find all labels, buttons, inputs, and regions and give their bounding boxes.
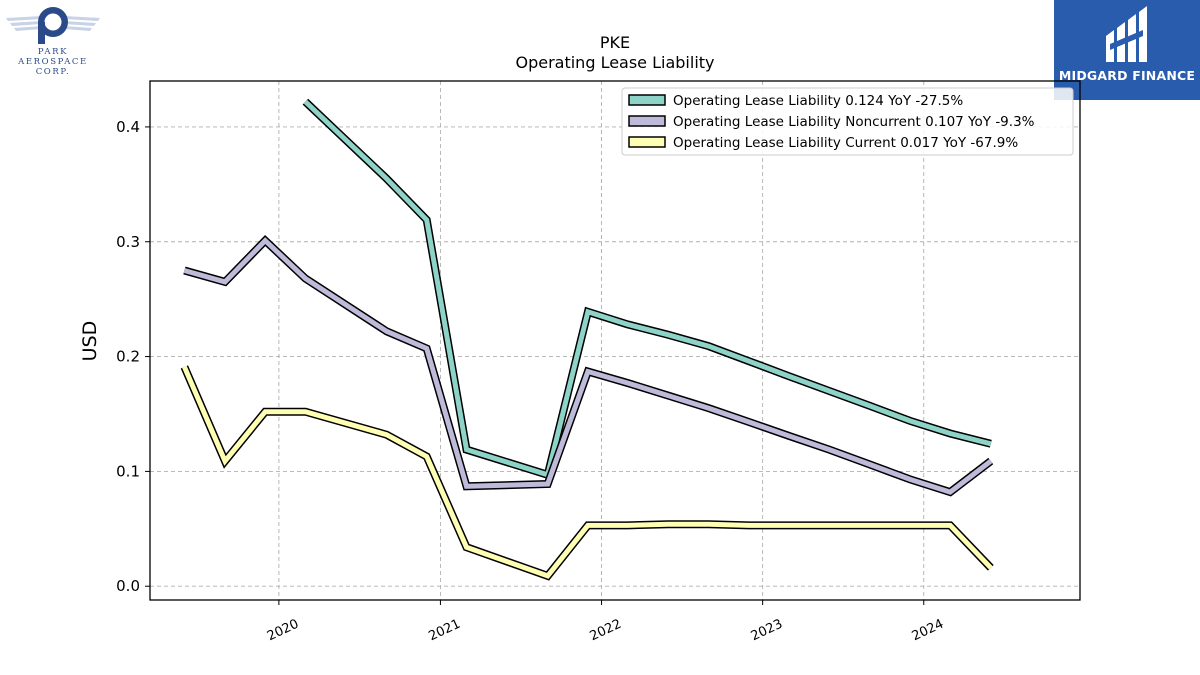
x-tick-label: 2022 [588,617,624,645]
legend-item: Operating Lease Liability 0.124 YoY -27.… [628,93,963,109]
chart-title: PKE [600,33,630,52]
park-aerospace-logo: PARK AEROSPACE CORP. [2,2,104,78]
y-axis-ticks: 0.0 0.1 0.2 0.3 0.4 [116,118,150,595]
series-outline [302,98,992,480]
svg-text:AEROSPACE: AEROSPACE [17,57,88,67]
x-tick-label: 2020 [265,617,301,645]
midgard-finance-name: MIDGARD FINANCE [1058,68,1196,83]
y-axis-label: USD [79,321,101,362]
series-line [183,237,993,495]
chart-subtitle: Operating Lease Liability [515,53,714,72]
series-operating-lease-liability [302,98,992,480]
y-tick-label: 0.1 [116,462,140,480]
midgard-finance-logo: MIDGARD FINANCE [1054,0,1200,100]
y-tick-label: 0.4 [116,118,140,136]
grid [150,81,1080,600]
legend-label: Operating Lease Liability 0.124 YoY -27.… [673,93,963,109]
y-tick-label: 0.2 [116,348,140,366]
plot-frame [149,80,1081,601]
midgard-emblem-icon [1106,6,1147,62]
legend-item: Operating Lease Liability Current 0.017 … [628,135,1018,151]
legend-box [621,87,1074,156]
series-operating-lease-liability-noncurrent [183,234,994,497]
legend-swatch [628,115,666,127]
series-lines [180,98,994,581]
series-line [303,99,992,478]
legend-swatch [628,136,666,148]
x-tick-label: 2024 [910,617,946,645]
park-aerospace-emblem-icon: PARK AEROSPACE CORP. [6,7,100,77]
legend-label: Operating Lease Liability Current 0.017 … [673,135,1018,151]
legend-item: Operating Lease Liability Noncurrent 0.1… [628,114,1035,130]
svg-text:CORP.: CORP. [36,67,71,77]
series-line [182,365,993,579]
series-operating-lease-liability-current [180,365,994,581]
y-tick-label: 0.0 [116,577,140,595]
x-tick-label: 2023 [749,617,785,645]
svg-text:PARK: PARK [38,47,68,57]
legend-label: Operating Lease Liability Noncurrent 0.1… [673,114,1035,130]
x-axis-ticks: 2020 2021 2022 2023 2024 [265,600,946,644]
y-tick-label: 0.3 [116,233,140,251]
x-tick-label: 2021 [426,617,462,645]
legend-swatch [628,94,666,106]
legend: Operating Lease Liability 0.124 YoY -27.… [621,87,1074,156]
